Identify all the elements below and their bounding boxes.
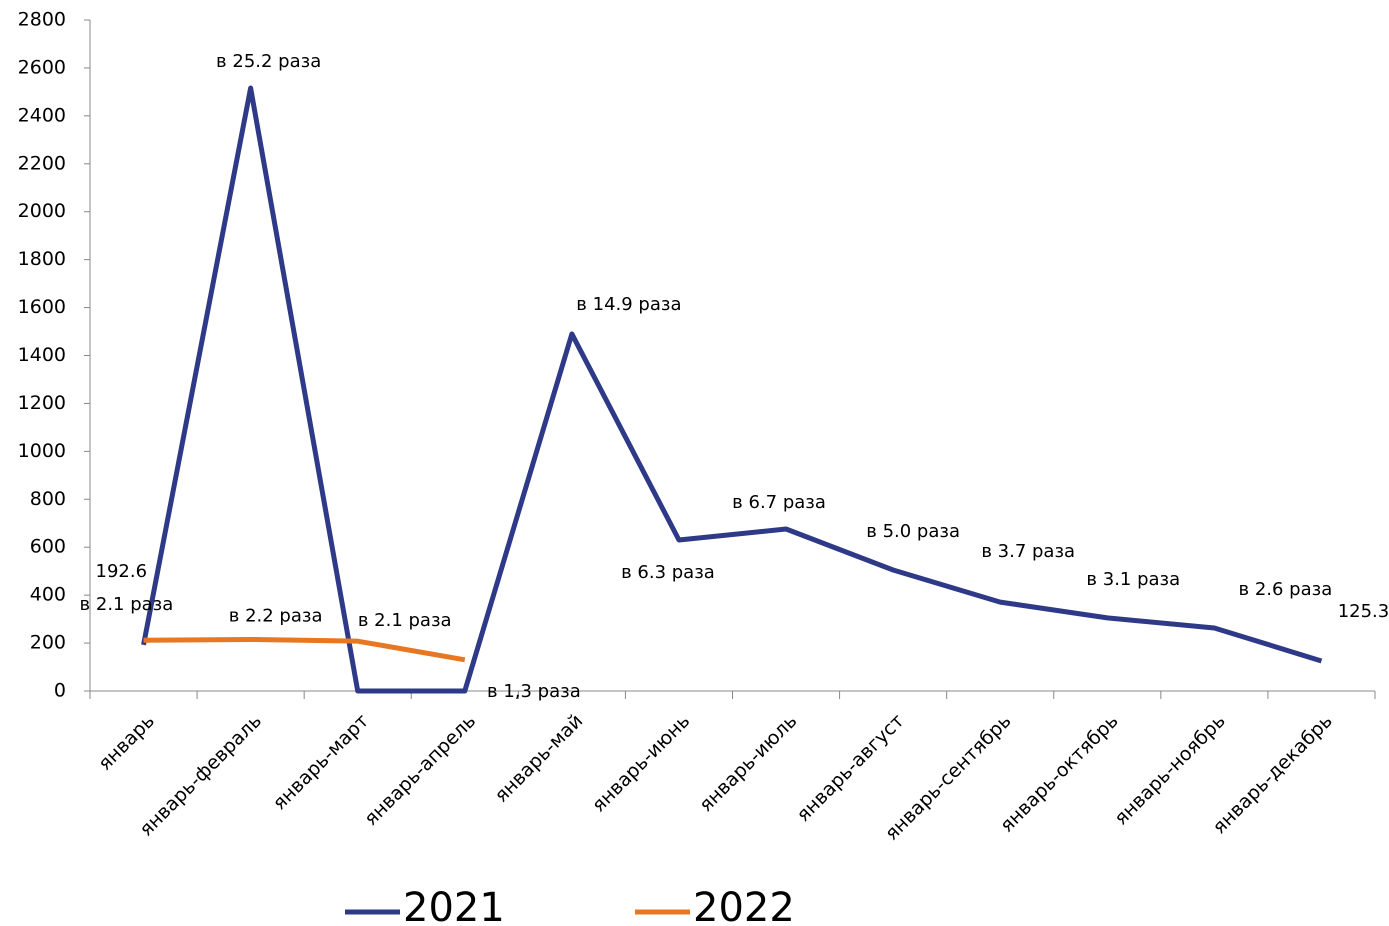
y-tick-label: 200 <box>30 632 66 654</box>
y-tick-label: 1400 <box>18 344 66 366</box>
data-annotation: в 2.6 раза <box>1239 579 1333 600</box>
x-tick-label: январь-декабрь <box>1208 710 1337 839</box>
x-tick-label: январь-апрель <box>360 710 480 830</box>
y-tick-label: 800 <box>30 488 66 510</box>
series-line <box>141 85 1323 694</box>
data-annotation: в 6.3 раза <box>621 562 715 583</box>
y-tick-label: 2200 <box>18 152 66 174</box>
x-tick-label: январь-октябрь <box>996 710 1123 837</box>
data-annotation: в 2.1 раза <box>80 594 174 615</box>
data-annotation: в 2.1 раза <box>358 610 452 631</box>
y-tick-label: 0 <box>54 680 66 702</box>
series-line <box>143 636 466 663</box>
data-annotation: в 14.9 раза <box>576 294 681 315</box>
y-tick-label: 2600 <box>18 56 66 78</box>
data-annotation: 192.6 <box>96 561 148 582</box>
y-tick-label: 2000 <box>18 200 66 222</box>
y-tick-label: 1800 <box>18 248 66 270</box>
data-annotation: в 1,3 раза <box>487 681 581 702</box>
y-tick-label: 2400 <box>18 104 66 126</box>
legend-label: 2022 <box>693 885 795 926</box>
data-annotation: в 2.2 раза <box>229 605 323 626</box>
data-annotation: в 3.1 раза <box>1086 569 1180 590</box>
y-tick-label: 400 <box>30 584 66 606</box>
data-annotation: в 3.7 раза <box>981 541 1075 562</box>
data-annotation: в 5.0 раза <box>866 521 960 542</box>
x-tick-label: январь-март <box>269 710 374 815</box>
y-tick-label: 1600 <box>18 296 66 318</box>
x-tick-label: январь <box>94 710 159 775</box>
x-tick-label: январь-ноябрь <box>1110 710 1230 830</box>
data-annotation: в 25.2 раза <box>216 51 321 72</box>
data-annotation: 125.3 <box>1338 601 1389 622</box>
y-tick-label: 1000 <box>18 440 66 462</box>
y-tick-label: 600 <box>30 536 66 558</box>
y-tick-label: 2800 <box>18 9 66 31</box>
x-tick-label: январь-июль <box>695 710 801 816</box>
data-annotation: в 6.7 раза <box>732 492 826 513</box>
x-tick-label: январь-август <box>792 710 908 826</box>
legend-label: 2021 <box>403 885 505 926</box>
x-tick-label: январь-июнь <box>588 710 695 817</box>
x-tick-label: январь-май <box>490 710 587 807</box>
y-tick-label: 1200 <box>18 392 66 414</box>
